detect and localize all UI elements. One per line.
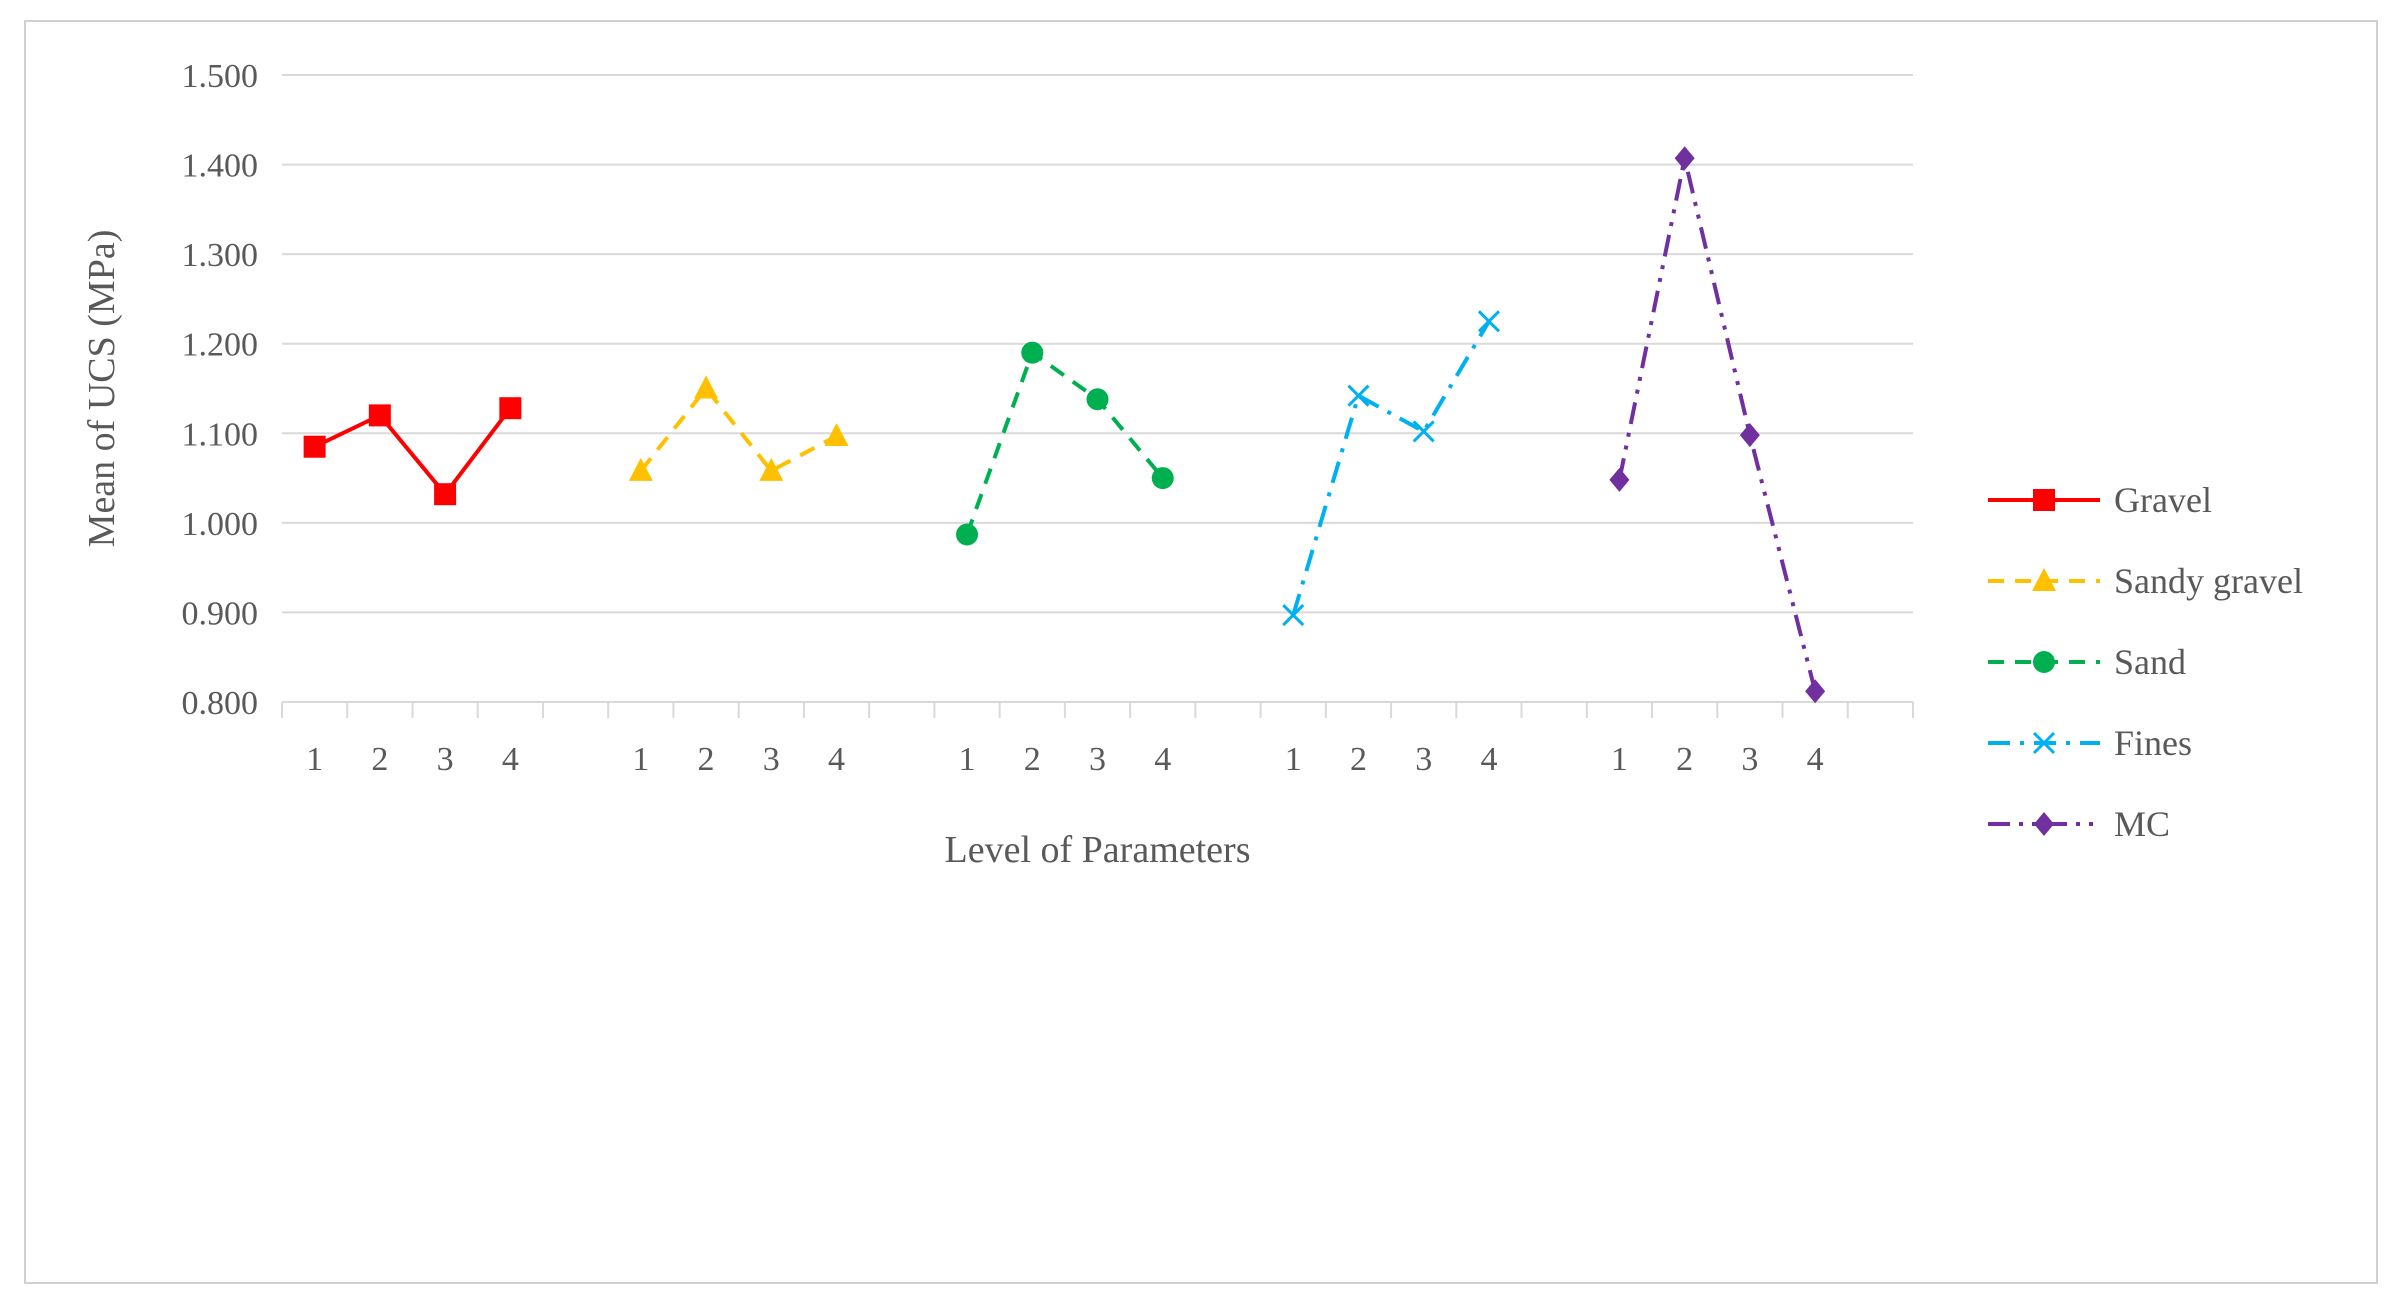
series-line-mc bbox=[1617, 156, 1818, 692]
x-axis bbox=[281, 701, 1914, 718]
legend-marker bbox=[2034, 812, 2054, 836]
data-point-sand bbox=[1151, 467, 1174, 490]
marker-stroke bbox=[1412, 420, 1435, 443]
y-tick-label: 0.800 bbox=[182, 685, 259, 722]
y-tick-label: 1.300 bbox=[182, 237, 259, 274]
x-tick-label: 4 bbox=[1480, 741, 1497, 778]
marker-stroke bbox=[1347, 384, 1370, 407]
data-point-sandy-gravel bbox=[824, 422, 849, 446]
legend-item-sand: Sand bbox=[1988, 642, 2186, 682]
legend-item-fines: Fines bbox=[1988, 723, 2192, 763]
x-axis-ticks: 1 2 3 4 1 2 3 4 1 2 3 4 1 2 3 4 1 2 3 4 bbox=[306, 741, 1824, 778]
marker-stroke bbox=[1282, 604, 1305, 627]
legend-marker bbox=[2033, 489, 2055, 511]
data-point-mc bbox=[1739, 423, 1760, 448]
series-line-sand bbox=[965, 350, 1165, 536]
series-line-sandy-gravel bbox=[639, 386, 838, 473]
data-point-sandy-gravel bbox=[694, 375, 719, 399]
y-tick-label: 1.400 bbox=[182, 148, 259, 185]
x-tick-label: 1 bbox=[632, 741, 649, 778]
series-line-gravel bbox=[313, 406, 512, 497]
x-tick-label: 3 bbox=[1089, 741, 1106, 778]
x-tick-label: 1 bbox=[959, 741, 976, 778]
marker-stroke bbox=[1477, 310, 1501, 333]
data-point-sandy-gravel bbox=[759, 457, 784, 481]
x-tick-label: 3 bbox=[1741, 741, 1758, 778]
x-tick-label: 4 bbox=[828, 741, 845, 778]
series-lines bbox=[313, 156, 1818, 692]
y-tick-label: 1.200 bbox=[182, 327, 259, 364]
data-point-sandy-gravel bbox=[628, 457, 653, 481]
data-point-fines bbox=[1412, 420, 1435, 443]
chart-frame: 0.800 0.900 1.000 1.100 1.200 1.300 1.400 1.500… bbox=[24, 20, 2378, 1284]
legend-marker bbox=[2032, 568, 2056, 591]
data-point-fines bbox=[1347, 384, 1370, 407]
data-point-mc bbox=[1609, 467, 1630, 492]
x-tick-label: 1 bbox=[1285, 741, 1302, 778]
ucs-line-chart: 0.800 0.900 1.000 1.100 1.200 1.300 1.400 1.500… bbox=[81, 58, 2303, 871]
y-tick-label: 1.500 bbox=[182, 58, 259, 95]
x-axis-title: Level of Parameters bbox=[945, 829, 1251, 871]
marker-stroke bbox=[2032, 731, 2056, 755]
y-tick-label: 0.900 bbox=[182, 595, 259, 632]
y-axis-title: Mean of UCS (MPa) bbox=[81, 230, 123, 548]
x-tick-label: 3 bbox=[437, 741, 454, 778]
y-axis-ticks: 0.800 0.900 1.000 1.100 1.200 1.300 1.400 1.500 bbox=[182, 58, 259, 722]
legend-item-sandy-gravel: Sandy gravel bbox=[1988, 561, 2303, 601]
gridlines bbox=[282, 74, 1913, 614]
data-point-mc bbox=[1674, 146, 1695, 171]
series-line-fines bbox=[1291, 320, 1491, 616]
y-tick-label: 1.000 bbox=[182, 506, 259, 543]
legend-label: Fines bbox=[2114, 723, 2192, 763]
legend-marker bbox=[2033, 651, 2055, 673]
x-tick-label: 1 bbox=[306, 741, 323, 778]
data-point-gravel bbox=[368, 404, 391, 427]
data-point-sand bbox=[1021, 341, 1044, 364]
x-tick-label: 4 bbox=[1154, 741, 1171, 778]
x-tick-label: 2 bbox=[698, 741, 715, 778]
legend-marker bbox=[2032, 731, 2056, 755]
legend-label: MC bbox=[2114, 804, 2170, 844]
x-tick-label: 3 bbox=[1415, 741, 1432, 778]
x-tick-label: 4 bbox=[502, 741, 519, 778]
data-point-gravel bbox=[434, 483, 457, 506]
x-tick-label: 2 bbox=[1676, 741, 1693, 778]
data-point-sand bbox=[956, 523, 979, 546]
y-tick-label: 1.100 bbox=[182, 416, 259, 453]
x-tick-label: 4 bbox=[1807, 741, 1824, 778]
data-point-fines bbox=[1477, 310, 1501, 333]
x-tick-label: 3 bbox=[763, 741, 780, 778]
data-point-fines bbox=[1282, 604, 1305, 627]
data-point-gravel bbox=[303, 435, 326, 458]
series-markers bbox=[303, 146, 1826, 704]
legend-item-gravel: Gravel bbox=[1988, 480, 2212, 520]
data-point-mc bbox=[1805, 679, 1826, 704]
legend-label: Sandy gravel bbox=[2114, 561, 2303, 601]
legend: Gravel Sandy gravel Sand Fines MC bbox=[1988, 480, 2303, 844]
legend-label: Gravel bbox=[2114, 480, 2212, 520]
data-point-sand bbox=[1086, 388, 1109, 411]
x-tick-label: 2 bbox=[1024, 741, 1041, 778]
legend-item-mc: MC bbox=[1988, 804, 2170, 844]
x-tick-label: 2 bbox=[371, 741, 388, 778]
data-point-gravel bbox=[499, 397, 522, 420]
x-tick-label: 1 bbox=[1611, 741, 1628, 778]
x-tick-label: 2 bbox=[1350, 741, 1367, 778]
legend-label: Sand bbox=[2114, 642, 2186, 682]
